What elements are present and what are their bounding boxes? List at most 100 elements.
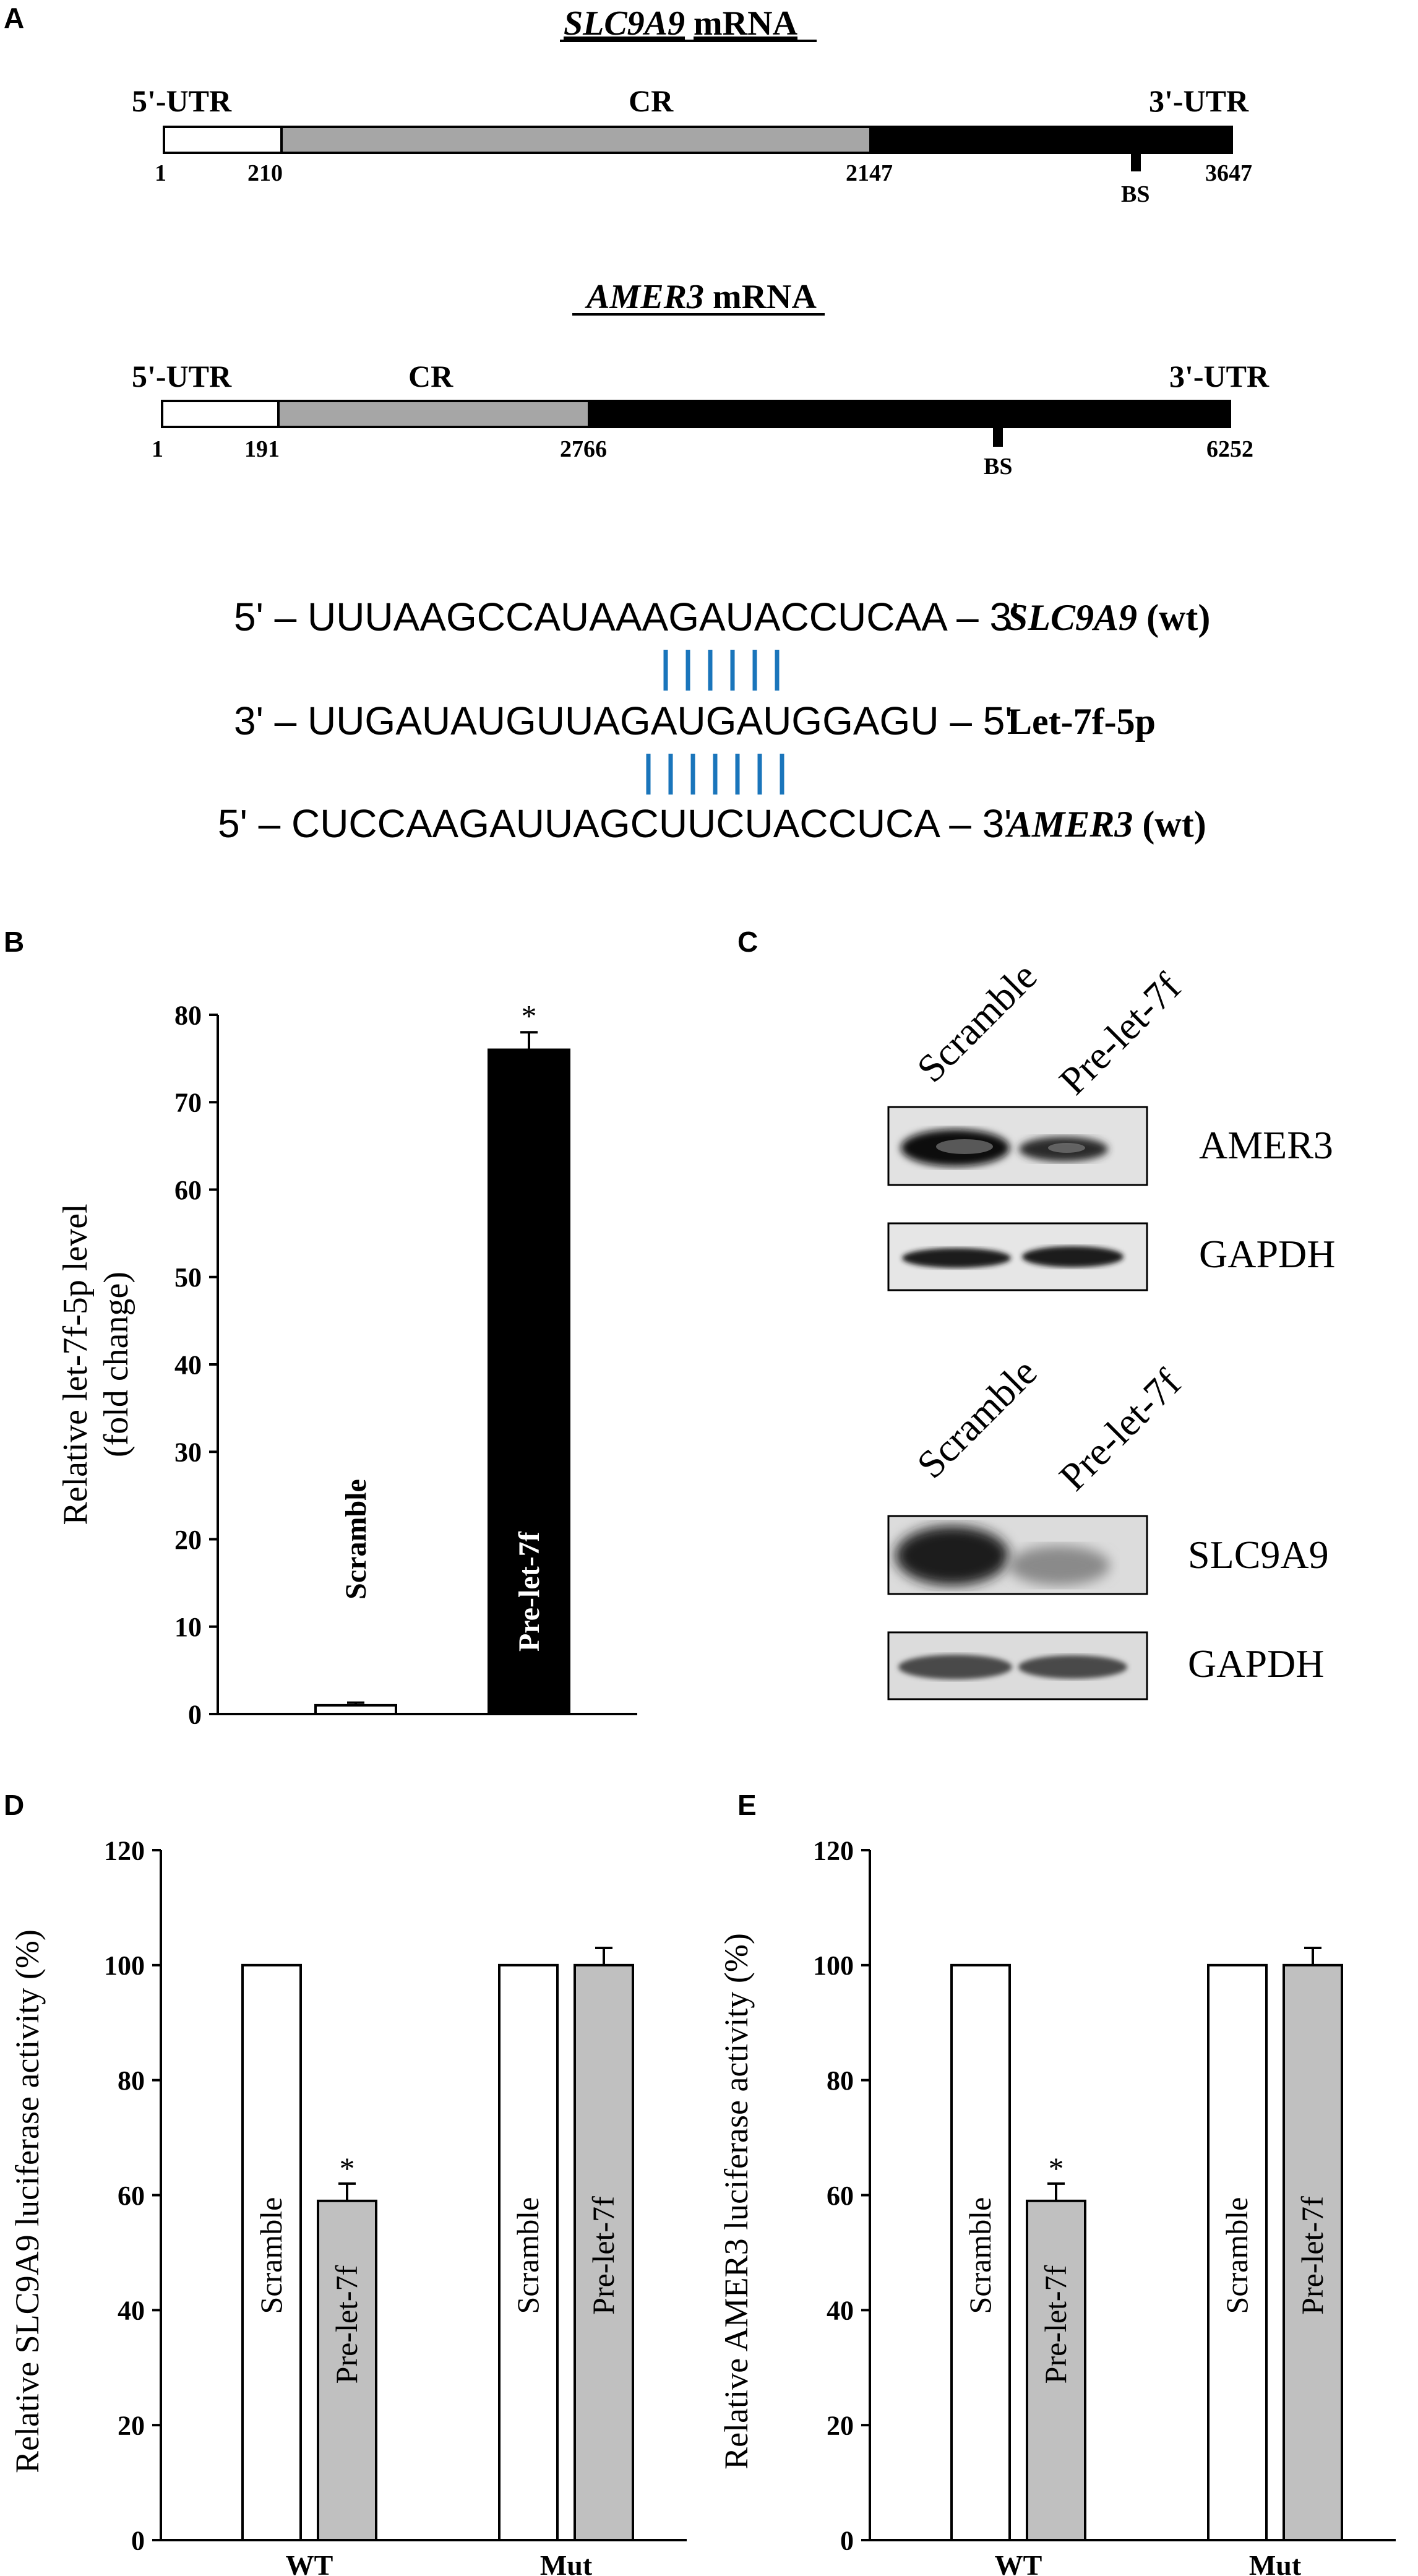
y-tick-label: 80: [174, 1000, 202, 1030]
chart-b: 0 10 20 30 40 50 60 70 80 * Scramble Pre-let-7f Rela…: [56, 998, 637, 1730]
gene-diagrams: SLC9A9 mRNA 5'-UTR CR 3'-UTR 1 210 2147 3…: [132, 4, 1270, 480]
sequence-row-slc9a9: 5' – UUUAAGCCAUAAAGAUACCUCAA – 3': [234, 595, 1020, 639]
utr3-label: 3'-UTR: [1169, 359, 1270, 394]
y-tick-label: 80: [118, 2066, 145, 2096]
gene-title-amer3: AMER3 mRNA: [585, 278, 817, 316]
blot-gapdh-2: [887, 1631, 1148, 1700]
pos-label: 210: [247, 160, 283, 186]
band-label-gapdh: GAPDH: [1199, 1232, 1336, 1276]
y-tick-label: 50: [174, 1262, 202, 1293]
y-tick-label: 100: [813, 1950, 854, 1981]
blot-slc9a9: [887, 1515, 1148, 1595]
lane-label-scramble: Scramble: [908, 1350, 1046, 1487]
utr3-segment: [869, 126, 1233, 154]
y-axis-label: Relative let-7f-5p level: [56, 1204, 95, 1525]
y-tick-label: 100: [104, 1950, 145, 1981]
y-tick-label: 0: [840, 2525, 854, 2556]
y-tick-label: 20: [174, 1525, 202, 1555]
sequence-label-amer3: AMER3 (wt): [1007, 804, 1206, 845]
y-tick-label: 60: [174, 1175, 202, 1205]
pos-label: 2147: [846, 160, 893, 186]
sequence-label-let7f: Let-7f-5p: [1007, 701, 1156, 742]
bar-scramble: [314, 1704, 397, 1715]
bar-label-pre-let-7f: Pre-let-7f: [513, 1531, 546, 1652]
y-axis-label: Relative AMER3 luciferase activity (%): [718, 1933, 755, 2470]
y-tick-label: 70: [174, 1088, 202, 1118]
y-tick-label: 20: [118, 2411, 145, 2441]
binding-site-marker: [1131, 153, 1141, 171]
significance-marker: *: [522, 998, 537, 1033]
y-tick-label: 120: [104, 1835, 145, 1866]
utr3-segment: [588, 400, 1231, 428]
utr3-label: 3'-UTR: [1149, 84, 1249, 118]
x-tick-label: WT: [286, 2549, 333, 2576]
bar-label-scramble: Scramble: [340, 1479, 372, 1600]
bar-scramble: [950, 1963, 1011, 2542]
bar-pre-let-7f: [1026, 2199, 1086, 2541]
sequence-row-amer3: 5' – CUCCAAGAUUAGCUUCUACCUCA – 3': [218, 801, 1012, 846]
base-pair-lines-top: [663, 650, 780, 691]
y-tick-label: 40: [174, 1350, 202, 1380]
bar-scramble: [1207, 1963, 1268, 2542]
cr-label: CR: [408, 359, 453, 394]
bar-label: Pre-let-7f: [586, 2196, 621, 2315]
band-label-slc9a9: SLC9A9: [1188, 1533, 1329, 1577]
y-axis-label: (fold change): [97, 1272, 135, 1457]
y-axis-label: Relative SLC9A9 luciferase activity (%): [9, 1929, 46, 2473]
sequence-label-slc9a9: SLC9A9 (wt): [1007, 597, 1211, 638]
significance-marker: *: [1049, 2151, 1064, 2186]
panel-label-b: B: [4, 926, 25, 958]
base-pair-lines-bottom: [646, 754, 784, 795]
bar-label: Scramble: [254, 2197, 288, 2314]
gene-title-slc9a9: SLC9A9 mRNA: [564, 4, 798, 43]
cr-segment: [277, 400, 590, 428]
x-tick-label: Mut: [540, 2549, 593, 2576]
gene-diagram-amer3: AMER3 mRNA 5'-UTR CR 3'-UTR 1 191 2766 62…: [132, 278, 1270, 480]
utr5-label: 5'-UTR: [132, 84, 232, 118]
bar-scramble: [498, 1963, 559, 2542]
bar-pre-let-7f: [317, 2199, 377, 2541]
chart-d: 0 20 40 60 80 100 120 WT Scramble Pre-let-7f * Mut S…: [9, 1835, 687, 2576]
panel-label-a: A: [4, 2, 25, 34]
pos-label: 2766: [560, 436, 607, 462]
bar-label: Pre-let-7f: [1038, 2265, 1073, 2384]
gene-diagram-slc9a9: SLC9A9 mRNA 5'-UTR CR 3'-UTR 1 210 2147 3…: [132, 4, 1252, 207]
bar-scramble: [241, 1963, 302, 2542]
y-tick-label: 60: [118, 2181, 145, 2211]
bar-label: Pre-let-7f: [1295, 2196, 1330, 2315]
pos-label: 1: [152, 436, 163, 462]
significance-marker: *: [340, 2151, 355, 2186]
y-tick-label: 10: [174, 1612, 202, 1642]
y-tick-label: 40: [118, 2296, 145, 2326]
bar-label: Scramble: [510, 2197, 545, 2314]
band-label-amer3: AMER3: [1199, 1123, 1333, 1167]
sequence-row-let7f: 3' – UUGAUAUGUUAGAUGAUGGAGU – 5': [234, 699, 1013, 743]
panel-label-c: C: [737, 926, 758, 958]
y-tick-label: 20: [827, 2411, 854, 2441]
y-tick-label: 30: [174, 1437, 202, 1468]
cr-segment: [280, 126, 872, 154]
chart-e: 0 20 40 60 80 100 120 WT Scramble Pre-let-7f * Mut S…: [718, 1835, 1396, 2576]
bar-pre-let-7f: [1283, 1963, 1343, 2542]
bs-label: BS: [984, 454, 1012, 480]
pos-label: 191: [244, 436, 280, 462]
lane-label-pre-let-7f: Pre-let-7f: [1051, 1360, 1189, 1499]
bar-pre-let-7f: [488, 1048, 570, 1715]
bs-label: BS: [1121, 181, 1149, 207]
y-tick-label: 0: [188, 1699, 202, 1730]
pos-label: 1: [155, 160, 166, 186]
panel-label-d: D: [4, 1789, 25, 1821]
bar-label: Scramble: [963, 2197, 997, 2314]
lane-label-pre-let-7f: Pre-let-7f: [1051, 964, 1189, 1103]
y-tick-label: 60: [827, 2181, 854, 2211]
binding-site-marker: [993, 427, 1003, 447]
band-label-gapdh: GAPDH: [1188, 1642, 1325, 1686]
pos-label: 6252: [1206, 436, 1253, 462]
bar-pre-let-7f: [574, 1963, 634, 2542]
y-tick-label: 0: [131, 2525, 145, 2556]
utr5-label: 5'-UTR: [132, 359, 232, 394]
bar-label: Pre-let-7f: [329, 2265, 364, 2384]
lane-label-scramble: Scramble: [908, 954, 1046, 1091]
y-tick-label: 80: [827, 2066, 854, 2096]
x-tick-label: Mut: [1249, 2549, 1302, 2576]
